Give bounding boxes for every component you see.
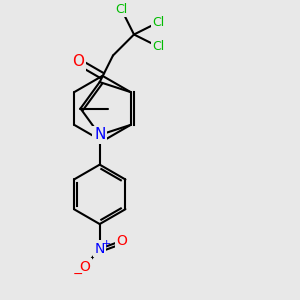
- Text: Cl: Cl: [153, 16, 165, 28]
- Text: Cl: Cl: [153, 40, 165, 53]
- Text: Cl: Cl: [116, 3, 128, 16]
- Text: O: O: [73, 55, 85, 70]
- Text: −: −: [73, 268, 83, 281]
- Text: O: O: [116, 234, 127, 248]
- Text: N: N: [94, 128, 105, 142]
- Text: N: N: [94, 242, 105, 256]
- Text: O: O: [80, 260, 90, 274]
- Text: +: +: [102, 239, 111, 249]
